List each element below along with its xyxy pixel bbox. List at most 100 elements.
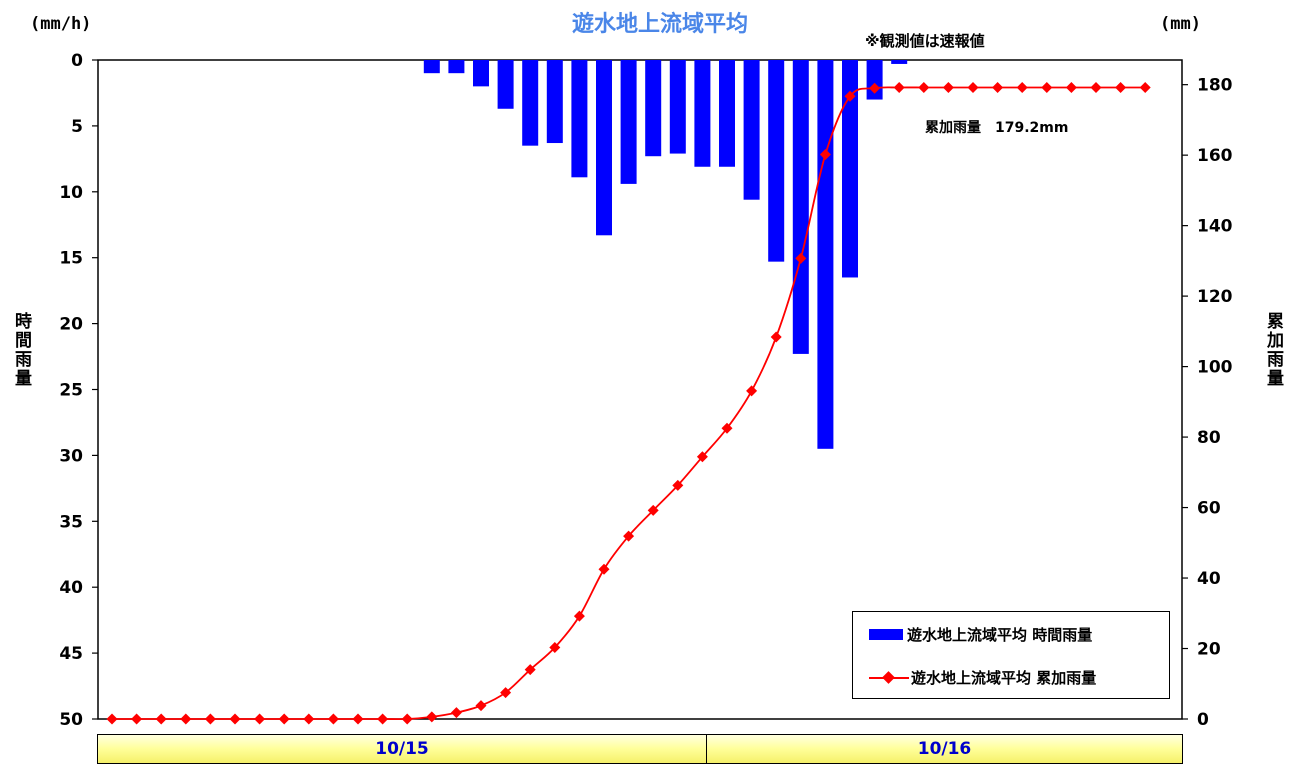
left-tick-label: 45 [59,644,83,664]
cumulative-point [1016,81,1028,93]
left-tick-label: 50 [59,710,83,730]
cumulative-point [795,252,807,264]
rain-bar [546,60,563,144]
cumulative-point [500,687,512,699]
right-tick-label: 140 [1197,217,1233,237]
cumulative-point [598,563,610,575]
legend-item-hourly: 遊水地上流域平均 時間雨量 [869,624,1092,645]
cumulative-point [1041,81,1053,93]
cumulative-point [696,451,708,463]
cumulative-point [401,713,413,725]
right-tick-label: 20 [1197,640,1221,660]
rain-bar [817,60,834,449]
left-axis-label: 時間雨量 [11,312,31,388]
rain-bar [497,60,514,109]
chart-note: ※観測値は速報値 [865,32,985,50]
cumulative-point [893,81,905,93]
right-tick-label: 120 [1197,287,1233,307]
cumulative-point [229,713,241,725]
rain-bar [719,60,735,167]
rain-bar [792,60,809,354]
left-axis-unit: (mm/h) [30,14,92,34]
legend-label-cumulative: 遊水地上流域平均 累加雨量 [911,669,1097,687]
line-diamond-swatch-icon [869,671,909,685]
total-annotation: 累加雨量 179.2mm [925,120,1069,136]
left-tick-label: 30 [59,446,83,466]
cumulative-point [204,713,216,725]
left-tick-label: 20 [59,315,83,335]
rain-bar [448,60,465,74]
left-tick-label: 10 [59,183,83,203]
cumulative-point [278,713,290,725]
cumulative-point [721,422,733,434]
right-tick-label: 180 [1197,76,1233,96]
right-tick-label: 160 [1197,146,1233,166]
right-tick-label: 40 [1197,569,1221,589]
legend: 遊水地上流域平均 時間雨量 遊水地上流域平均 累加雨量 [852,611,1170,699]
rain-bar [522,60,539,146]
rain-bars [423,60,908,449]
cumulative-point [1115,81,1127,93]
date-label-1015: 10/15 [97,734,707,764]
legend-label-hourly: 遊水地上流域平均 時間雨量 [907,626,1093,644]
rain-bar [669,60,686,154]
rain-bar [891,60,908,64]
cumulative-point [746,385,758,397]
rain-bar [473,60,489,87]
cumulative-point [819,148,831,160]
right-axis: 0 20 40 60 80 100 120 140 160 180 [1182,76,1233,730]
cumulative-point [770,331,782,343]
right-tick-label: 100 [1197,358,1233,378]
cumulative-point [1065,81,1077,93]
cumulative-point [967,81,979,93]
cumulative-point [327,713,339,725]
left-tick-label: 35 [59,512,83,532]
cumulative-point [623,530,635,542]
cumulative-point [450,707,462,719]
date-label-1016: 10/16 [706,734,1183,764]
rain-bar [596,60,612,236]
rain-bar [743,60,760,200]
left-tick-label: 5 [71,117,83,137]
bar-swatch-icon [869,629,903,640]
cumulative-point [549,641,561,653]
left-axis: 0 5 10 15 20 25 30 35 40 45 50 [59,51,98,730]
right-axis-label: 累加雨量 [1263,312,1283,388]
rain-bar [571,60,588,178]
cumulative-point [918,81,930,93]
cumulative-point [844,90,856,102]
cumulative-line [106,81,1151,725]
rain-bar [768,60,785,262]
cumulative-point [352,713,364,725]
cumulative-point [426,711,438,723]
cumulative-point [992,81,1004,93]
left-tick-label: 25 [59,381,83,401]
cumulative-point [303,713,315,725]
cumulative-point [672,479,684,491]
cumulative-point [942,81,954,93]
left-tick-label: 40 [59,578,83,598]
cumulative-point [180,713,192,725]
right-tick-label: 60 [1197,499,1221,519]
cumulative-point [254,713,266,725]
cumulative-point [475,700,487,712]
rain-bar [620,60,637,184]
left-tick-label: 15 [59,249,83,269]
rain-bar [423,60,440,74]
chart-title: 遊水地上流域平均 [571,12,748,37]
rain-bar [842,60,858,278]
right-axis-unit: (mm) [1160,14,1201,34]
cumulative-point [573,610,585,622]
cumulative-point [869,82,881,94]
right-tick-label: 80 [1197,428,1221,448]
legend-item-cumulative: 遊水地上流域平均 累加雨量 [869,667,1096,688]
cumulative-point [377,713,389,725]
cumulative-point [131,713,143,725]
cumulative-point [524,664,536,676]
left-tick-label: 0 [71,51,83,71]
cumulative-point [106,713,118,725]
cumulative-point [647,504,659,516]
right-tick-label: 0 [1197,710,1209,730]
